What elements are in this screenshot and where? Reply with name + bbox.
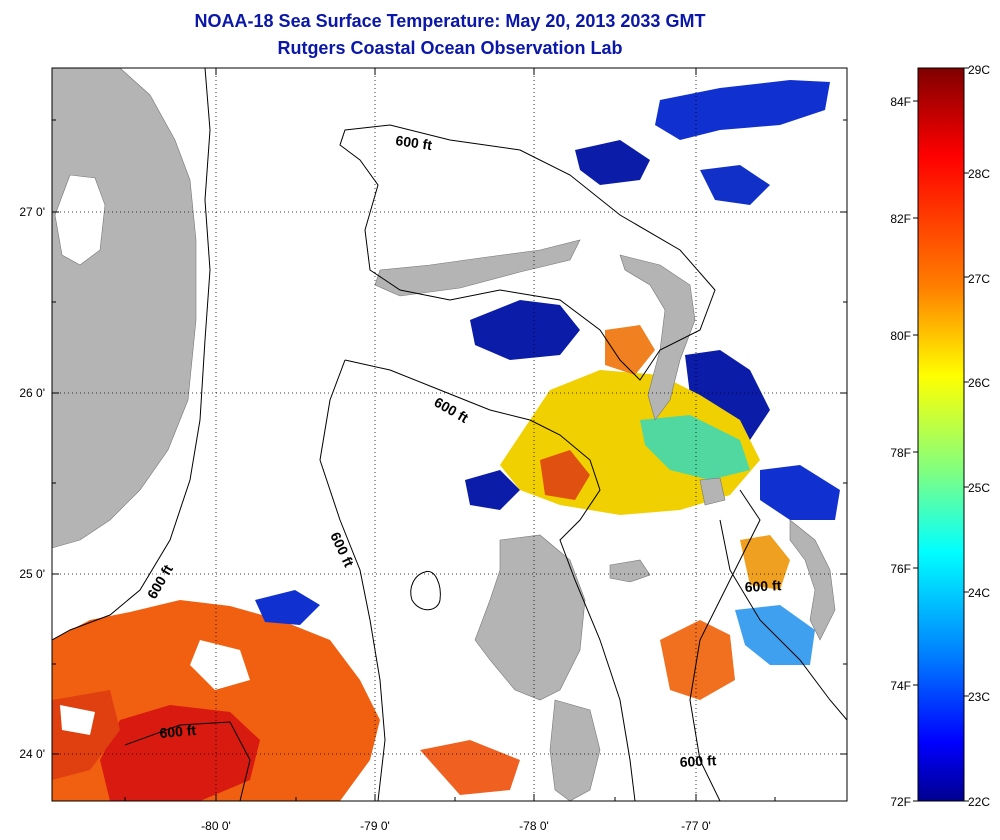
- colorbar-f-74: 74F: [890, 679, 911, 693]
- lat-tick-label-26: 26 0': [19, 386, 45, 400]
- sst-mid-band-orange: [540, 450, 590, 500]
- contour-small-loop: [410, 570, 441, 611]
- eleuthera: [789, 519, 836, 641]
- colorbar-f-72: 72F: [890, 795, 911, 809]
- colorbar-f-84: 84F: [890, 95, 911, 109]
- contour-florida-shelf: [52, 68, 211, 641]
- sst-cold-north-2: [575, 140, 650, 185]
- lon-tick-label-78: -78 0': [519, 819, 549, 833]
- map-subtitle: Rutgers Coastal Ocean Observation Lab: [277, 38, 623, 58]
- contour-label-7: 600 ft: [679, 752, 717, 770]
- map-frame: [51, 67, 848, 802]
- grand-bahama: [374, 239, 581, 297]
- colorbar: [917, 67, 965, 802]
- contour-label-6: 600 ft: [744, 577, 782, 595]
- sst-cold-north-3: [700, 165, 770, 205]
- colorbar-c-28: 28C: [968, 167, 990, 181]
- sst-mid-band-green: [640, 415, 750, 480]
- sst-southeast-warm-2: [740, 535, 790, 590]
- sst-southeast-warm: [660, 620, 735, 700]
- map-title: NOAA-18 Sea Surface Temperature: May 20,…: [194, 11, 706, 31]
- colorbar-c-23: 23C: [968, 690, 990, 704]
- contour-tongue: [689, 489, 761, 801]
- contour-label-5: 600 ft: [159, 722, 197, 741]
- contour-label-1: 600 ft: [395, 132, 434, 153]
- colorbar-f-80: 80F: [890, 329, 911, 343]
- colorbar-c-29: 29C: [968, 63, 990, 77]
- colorbar-c-24: 24C: [968, 586, 990, 600]
- new-providence: [609, 559, 651, 583]
- lon-tick-label-77: -77 0': [681, 819, 711, 833]
- cloud-hole-2: [60, 705, 95, 735]
- lake-okeechobee: [54, 174, 106, 266]
- colorbar-c-27: 27C: [968, 272, 990, 286]
- lat-tick-label-25: 25 0': [19, 567, 45, 581]
- sst-orange-north: [605, 325, 655, 375]
- tick-marks: [52, 68, 847, 801]
- andros-south: [549, 699, 601, 801]
- colorbar-ticks: [913, 67, 969, 802]
- colorbar-c-26: 26C: [968, 376, 990, 390]
- lat-tick-label-27: 27 0': [19, 205, 45, 219]
- contour-bank-west: [319, 359, 386, 801]
- colorbar-f-78: 78F: [890, 446, 911, 460]
- contour-little-bahama-bank: [339, 124, 716, 381]
- lon-tick-label-80: -80 0': [201, 819, 231, 833]
- great-abaco: [619, 254, 696, 421]
- depth-contours: [52, 68, 847, 801]
- sst-cold-north: [655, 80, 830, 140]
- sst-hot-core: [100, 705, 260, 801]
- colorbar-c-25: 25C: [968, 481, 990, 495]
- contour-cay-sal: [124, 721, 251, 801]
- cloud-hole-1: [190, 640, 250, 690]
- colorbar-c-22: 22C: [968, 795, 990, 809]
- sst-cold-east-2: [760, 465, 840, 520]
- sst-cold-west-dots: [465, 470, 520, 510]
- sst-cold-mid: [470, 300, 580, 360]
- contour-great-bahama-bank: [344, 359, 636, 801]
- lat-tick-label-24: 24 0': [19, 747, 45, 761]
- contour-exuma: [719, 519, 847, 721]
- sst-cold-keys: [255, 590, 320, 625]
- andros-island: [474, 534, 586, 701]
- colorbar-f-76: 76F: [890, 562, 911, 576]
- berry-islands: [699, 477, 726, 506]
- lon-tick-label-79: -79 0': [360, 819, 390, 833]
- graticule: [52, 68, 847, 801]
- colorbar-f-82: 82F: [890, 212, 911, 226]
